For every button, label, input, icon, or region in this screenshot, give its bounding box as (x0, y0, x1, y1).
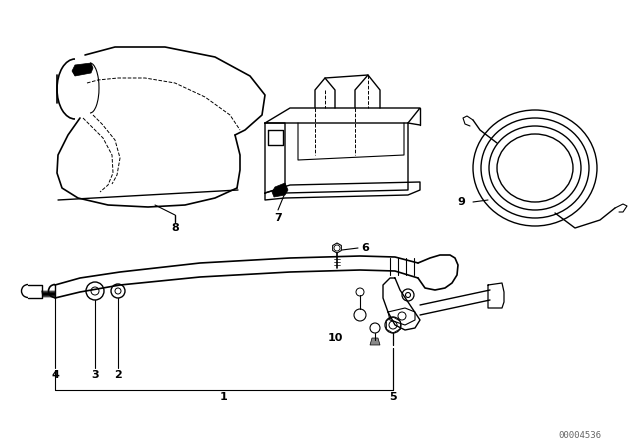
Text: 10: 10 (327, 333, 342, 343)
Text: 9: 9 (457, 197, 465, 207)
Text: 4: 4 (51, 370, 59, 380)
Text: 1: 1 (220, 392, 228, 402)
Text: 8: 8 (171, 223, 179, 233)
Text: 2: 2 (114, 370, 122, 380)
Text: 00004536: 00004536 (559, 431, 602, 439)
Polygon shape (370, 338, 380, 345)
Text: 7: 7 (274, 213, 282, 223)
Text: 5: 5 (389, 392, 397, 402)
Polygon shape (272, 183, 288, 197)
Text: 3: 3 (91, 370, 99, 380)
Text: 6: 6 (361, 243, 369, 253)
Polygon shape (72, 63, 93, 76)
